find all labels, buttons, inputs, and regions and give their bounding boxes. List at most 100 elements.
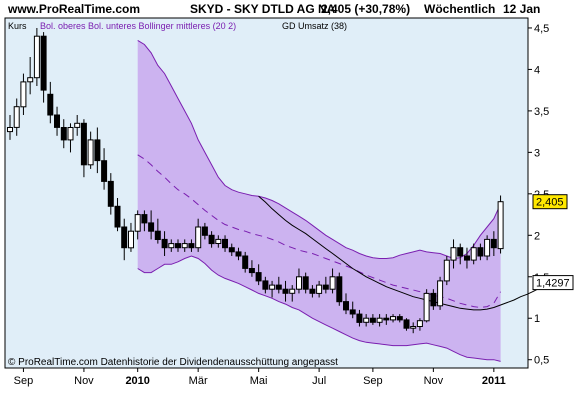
candle xyxy=(74,115,81,136)
y-tick-label: 3 xyxy=(534,147,540,159)
candle xyxy=(201,222,208,240)
legend-kurs: Kurs xyxy=(8,21,27,31)
candle xyxy=(222,235,228,252)
candle-body xyxy=(383,317,390,321)
y-tick-label: 4,5 xyxy=(534,23,549,35)
candle xyxy=(128,222,134,252)
last-price-tag-text: 2,405 xyxy=(536,197,564,209)
value-tags: 2,405 1,4297 xyxy=(532,194,574,291)
bollinger-upper-line xyxy=(137,39,502,260)
candle xyxy=(60,119,67,149)
candle xyxy=(383,314,390,325)
candle-body xyxy=(128,230,134,249)
x-tick-label: Mai xyxy=(250,375,268,387)
candle-body xyxy=(101,160,108,182)
candle xyxy=(141,210,148,232)
candle xyxy=(309,285,316,298)
candle xyxy=(423,289,430,323)
candle-body xyxy=(309,288,316,294)
y-tick-label: 3,5 xyxy=(534,106,549,118)
x-tick-label: Nov xyxy=(424,375,444,387)
candle-body xyxy=(87,139,94,166)
candle-body xyxy=(168,243,175,249)
candle xyxy=(450,239,457,269)
candle-body xyxy=(403,319,410,329)
candle xyxy=(80,119,87,178)
candle-body xyxy=(208,234,215,245)
candle xyxy=(269,280,276,298)
candle xyxy=(336,272,343,306)
date-label: 12 Jan xyxy=(503,2,541,16)
candle xyxy=(430,289,437,310)
candle-body xyxy=(322,284,329,290)
ma-line xyxy=(258,195,548,311)
candle xyxy=(296,268,302,294)
candle-body xyxy=(107,180,114,207)
candle-body xyxy=(94,139,101,162)
candle-body xyxy=(423,292,430,322)
candle xyxy=(161,231,168,256)
candle-body xyxy=(141,214,148,224)
candle xyxy=(107,173,114,215)
candle-body xyxy=(396,316,403,321)
candle xyxy=(484,235,491,261)
x-axis: Sep Nov 2010 Mär Mai Jul Sep Nov 2011 xyxy=(14,368,506,387)
candle-body xyxy=(356,313,363,323)
candle-body xyxy=(242,255,249,269)
x-tick-label: Nov xyxy=(74,375,94,387)
y-tick-label: 1 xyxy=(534,313,540,325)
candle-body xyxy=(181,243,188,249)
x-tick-label: Sep xyxy=(363,375,383,387)
candle xyxy=(235,247,242,261)
candle xyxy=(457,243,464,265)
x-tick-label: Sep xyxy=(14,375,34,387)
candle xyxy=(302,272,309,294)
candle xyxy=(343,293,349,315)
candle-body xyxy=(410,326,417,329)
candle xyxy=(188,239,195,252)
candle-body xyxy=(114,205,121,228)
candle xyxy=(356,309,363,327)
candle-body xyxy=(376,317,383,323)
candle-body xyxy=(416,320,423,328)
candle-body xyxy=(369,317,376,323)
candle xyxy=(27,57,34,95)
candle xyxy=(390,314,396,323)
candle-body xyxy=(269,284,276,290)
candle-body xyxy=(47,93,54,116)
candle-body xyxy=(490,238,497,249)
last-price-tag xyxy=(532,194,568,210)
candle xyxy=(262,276,269,294)
candle-body xyxy=(248,268,255,274)
site-name[interactable]: www.ProRealTime.com xyxy=(8,2,141,16)
candle xyxy=(477,243,484,261)
candle xyxy=(40,32,47,103)
candle-body xyxy=(222,238,228,249)
y-tick-label: 4 xyxy=(534,64,540,76)
candle-body xyxy=(484,238,491,257)
copyright-text: © ProRealTime.com Datenhistorie der Divi… xyxy=(8,357,338,368)
candle xyxy=(369,314,376,325)
candle-body xyxy=(20,81,27,108)
candle xyxy=(410,322,417,334)
candle xyxy=(416,318,423,331)
candle xyxy=(148,210,155,240)
candle-body xyxy=(201,226,208,236)
candle-body xyxy=(235,251,242,257)
candle-body xyxy=(7,127,13,133)
candle xyxy=(282,280,289,302)
candle xyxy=(289,285,296,302)
candle xyxy=(497,195,504,254)
ticker-name: SKYD - SKY DTLD AG NA xyxy=(190,2,336,16)
candle xyxy=(87,131,94,169)
candle-body xyxy=(282,288,289,294)
candle xyxy=(242,251,249,273)
x-tick-label: 2011 xyxy=(482,375,506,387)
candle-body xyxy=(336,276,343,303)
candle-body xyxy=(343,301,349,311)
candle xyxy=(443,256,450,286)
candle xyxy=(195,218,202,252)
period-label: Wöchentlich xyxy=(424,2,496,16)
legend-ma: GD Umsatz (38) xyxy=(282,21,347,31)
